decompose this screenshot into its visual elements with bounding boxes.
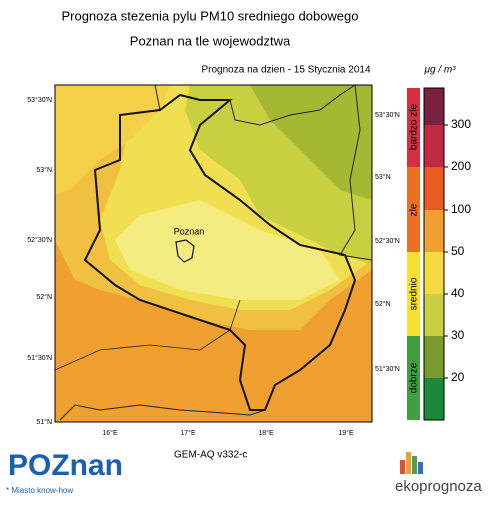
category-label: bardzo zle (409, 103, 420, 150)
lat-label: 51°30'N (375, 365, 400, 373)
border (59, 404, 266, 421)
level-label: 40 (451, 286, 465, 300)
border (54, 299, 241, 371)
category-label: zle (409, 203, 420, 216)
lat-label: 53°30'N (375, 111, 400, 119)
category-label: srednio (409, 277, 420, 310)
lon-label: 18°E (258, 429, 274, 437)
map: Poznan (54, 84, 373, 423)
level-label: 100 (451, 202, 471, 216)
city-label: Poznan (174, 226, 205, 236)
lat-label: 52°30'N (27, 236, 52, 244)
level-label: 50 (451, 244, 465, 258)
map-zone (250, 85, 372, 200)
lon-label: 17°E (180, 429, 196, 437)
level-swatch (424, 167, 444, 210)
lat-label: 52°N (36, 293, 52, 301)
level-swatch (424, 294, 444, 336)
colorbar-frame (423, 87, 445, 421)
category-label: dobrze (409, 362, 420, 393)
title: Prognoza stezenia pylu PM10 sredniego do… (61, 8, 358, 23)
date-line: Prognoza na dzien - 15 Stycznia 2014 (202, 65, 371, 76)
lat-label: 51°30'N (27, 354, 52, 362)
lon-label: 19°E (338, 429, 354, 437)
level-swatch (424, 336, 444, 378)
city-border (175, 239, 195, 263)
category-swatch (407, 167, 420, 252)
lat-label: 53°N (375, 173, 391, 181)
category-swatch (407, 336, 420, 420)
level-label: 200 (451, 159, 471, 173)
province-border (83, 93, 357, 411)
level-swatch (424, 88, 444, 125)
lat-label: 53°30'N (27, 96, 52, 104)
level-label: 30 (451, 328, 465, 342)
model-label: GEM-AQ v332-c (174, 450, 247, 461)
level-swatch (424, 125, 444, 167)
level-label: 300 (451, 117, 471, 131)
level-label: 20 (451, 370, 465, 384)
logo-left: POZnan (8, 449, 123, 482)
logo-tagline: * Miasto know-how (6, 486, 73, 495)
logo-icon (400, 452, 423, 474)
level-swatch (424, 210, 444, 252)
lat-label: 52°N (375, 300, 391, 308)
level-swatch (424, 378, 444, 420)
map-zone (115, 200, 340, 300)
unit: μg / m³ (423, 65, 456, 76)
level-swatch (424, 252, 444, 294)
lat-label: 53°N (36, 166, 52, 174)
lon-label: 16°E (102, 429, 118, 437)
category-swatch (407, 252, 420, 336)
category-swatch (407, 88, 420, 167)
subtitle: Poznan na tle wojewodztwa (130, 33, 291, 48)
logo-right: ekoprognoza (395, 478, 482, 495)
colorbar (407, 87, 445, 421)
lat-label: 51°N (36, 418, 52, 426)
map-frame (54, 84, 373, 423)
lat-label: 52°30'N (375, 237, 400, 245)
